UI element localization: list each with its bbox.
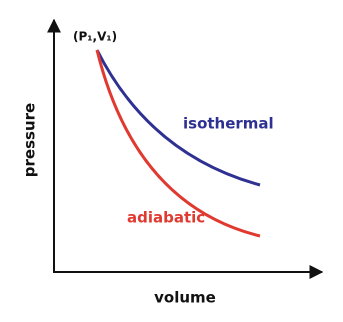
adiabatic-label: adiabatic xyxy=(127,209,205,227)
x-axis-label: volume xyxy=(154,289,216,307)
y-axis-label: pressure xyxy=(21,103,39,177)
point-label: (P₁,V₁) xyxy=(73,30,117,44)
isothermal-curve xyxy=(95,49,261,187)
isothermal-label: isothermal xyxy=(183,115,274,133)
adiabatic-curve xyxy=(95,49,261,238)
